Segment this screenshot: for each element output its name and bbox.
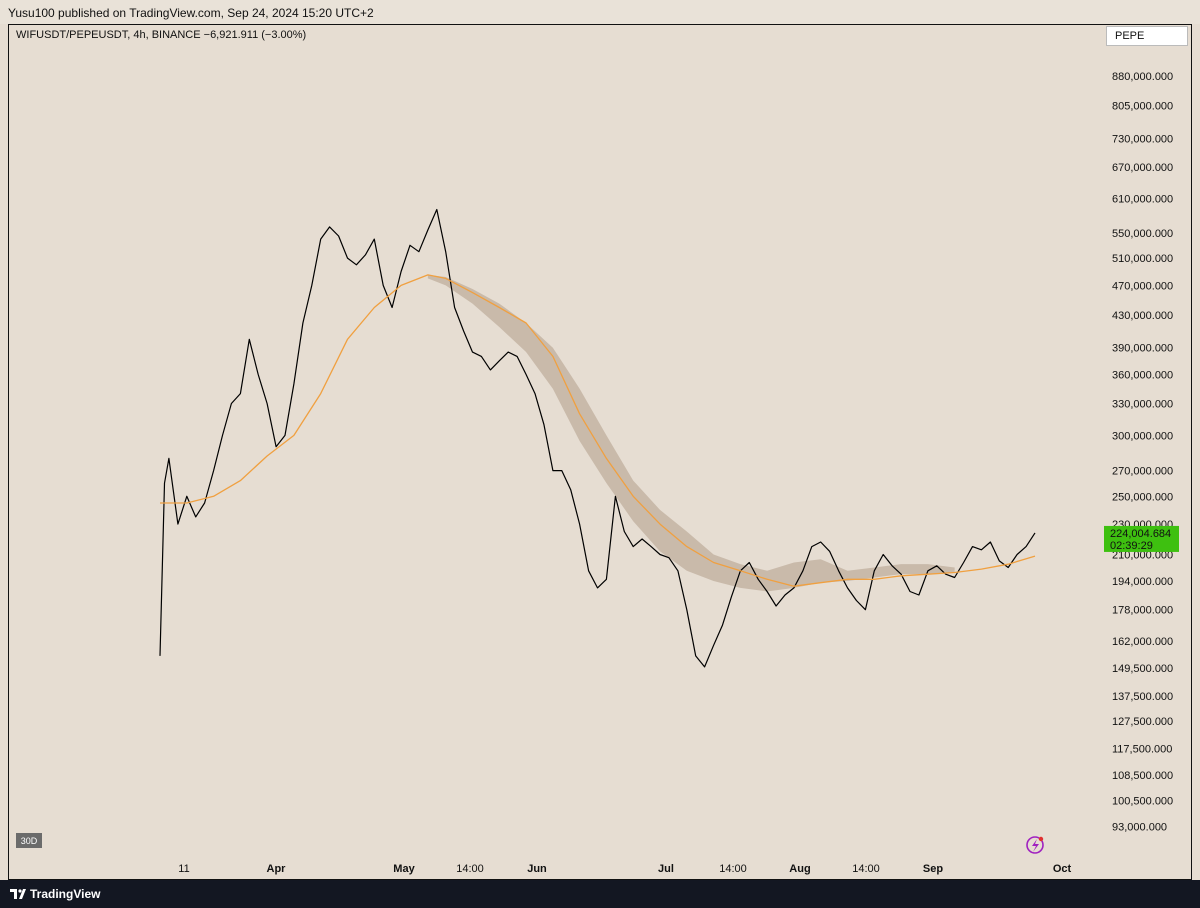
compare-symbol-box[interactable]: PEPE: [1106, 26, 1188, 46]
x-tick-label: Aug: [789, 863, 810, 875]
y-tick-label: 270,000.000: [1112, 466, 1173, 478]
y-tick-label: 880,000.000: [1112, 71, 1173, 83]
y-tick-label: 127,500.000: [1112, 716, 1173, 728]
x-tick-label: 14:00: [852, 863, 880, 875]
x-tick-label: May: [393, 863, 415, 875]
tradingview-logo-icon: [10, 889, 26, 899]
x-tick-label: Oct: [1053, 863, 1072, 875]
moving-average-line: [160, 274, 1036, 587]
symbol-line: WIFUSDT/PEPEUSDT, 4h, BINANCE −6,921.911…: [16, 29, 307, 41]
x-tick-label: Sep: [923, 863, 943, 875]
ribbon-area: [427, 274, 955, 592]
range-badge-label: 30D: [21, 836, 38, 846]
last-price-value: 224,004.684: [1110, 528, 1171, 540]
last-price-box: [1104, 525, 1179, 552]
y-tick-label: 730,000.000: [1112, 133, 1173, 145]
footer-brand: TradingView: [30, 887, 101, 901]
y-tick-label: 93,000.000: [1112, 822, 1167, 834]
y-tick-label: 610,000.000: [1112, 193, 1173, 205]
footer-bar: [0, 880, 1200, 908]
x-tick-label: 14:00: [456, 863, 484, 875]
x-tick-label: Apr: [267, 863, 287, 875]
y-tick-label: 210,000.000: [1112, 550, 1173, 562]
range-badge[interactable]: 30D: [16, 833, 42, 848]
price-line: [159, 208, 1036, 668]
published-line: Yusu100 published on TradingView.com, Se…: [8, 6, 374, 20]
y-tick-label: 162,000.000: [1112, 636, 1173, 648]
x-tick-label: 11: [178, 863, 189, 875]
y-tick-label: 300,000.000: [1112, 430, 1173, 442]
y-tick-label: 390,000.000: [1112, 343, 1173, 355]
y-tick-label: 805,000.000: [1112, 101, 1173, 113]
publish-bar: Yusu100 published on TradingView.com, Se…: [0, 0, 1200, 24]
x-tick-label: 14:00: [719, 863, 747, 875]
y-tick-label: 108,500.000: [1112, 770, 1173, 782]
y-tick-label: 194,000.000: [1112, 576, 1173, 588]
lightning-icon[interactable]: [1026, 836, 1044, 854]
y-tick-label: 250,000.000: [1112, 491, 1173, 503]
y-tick-label: 178,000.000: [1112, 605, 1173, 617]
y-tick-label: 670,000.000: [1112, 162, 1173, 174]
y-tick-label: 330,000.000: [1112, 399, 1173, 411]
y-tick-label: 117,500.000: [1112, 743, 1172, 755]
y-tick-label: 137,500.000: [1112, 691, 1173, 703]
price-axis[interactable]: 880,000.000 805,000.000 730,000.000 670,000…: [1112, 71, 1173, 834]
ma-ribbon: [427, 274, 955, 592]
x-tick-label: Jun: [527, 863, 547, 875]
y-tick-label: 360,000.000: [1112, 369, 1173, 381]
y-tick-label: 470,000.000: [1112, 280, 1173, 292]
y-tick-label: 550,000.000: [1112, 228, 1173, 240]
y-tick-label: 510,000.000: [1112, 253, 1173, 265]
y-tick-label: 100,500.000: [1112, 796, 1173, 808]
time-axis[interactable]: 11 Apr May 14:00 Jun Jul 14:00 Aug 14:00 Sep Oct: [178, 863, 1071, 875]
series-lines: [159, 208, 1036, 668]
x-tick-label: Jul: [658, 863, 674, 875]
y-tick-label: 430,000.000: [1112, 310, 1173, 322]
y-tick-label: 149,500.000: [1112, 663, 1173, 675]
bar-countdown: 02:39:29: [1110, 540, 1153, 552]
